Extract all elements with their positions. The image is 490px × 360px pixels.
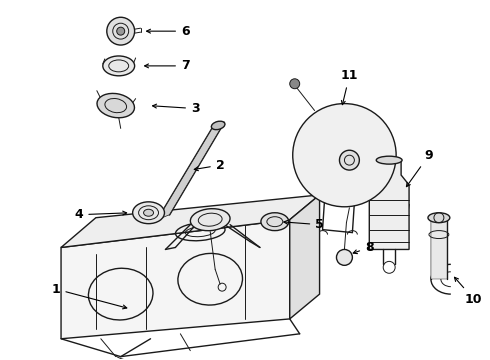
Ellipse shape [133, 202, 165, 224]
Text: 9: 9 [406, 149, 433, 186]
Circle shape [337, 249, 352, 265]
Text: 10: 10 [455, 277, 483, 306]
Polygon shape [431, 220, 447, 279]
Circle shape [293, 104, 396, 207]
Circle shape [290, 79, 300, 89]
Polygon shape [157, 122, 224, 220]
Ellipse shape [376, 156, 402, 164]
Text: 4: 4 [74, 208, 126, 221]
Ellipse shape [428, 213, 450, 223]
Ellipse shape [190, 209, 230, 231]
Text: 3: 3 [152, 102, 199, 115]
Ellipse shape [144, 209, 153, 216]
Text: 2: 2 [194, 159, 224, 172]
Text: 8: 8 [353, 241, 373, 254]
Text: 11: 11 [341, 69, 358, 105]
Ellipse shape [103, 56, 135, 76]
Text: 6: 6 [147, 24, 190, 38]
Polygon shape [369, 160, 409, 249]
Ellipse shape [261, 213, 289, 231]
Polygon shape [290, 195, 319, 319]
Text: 1: 1 [52, 283, 127, 309]
Circle shape [117, 27, 124, 35]
Text: 7: 7 [145, 59, 190, 72]
Text: 5: 5 [284, 218, 324, 231]
Polygon shape [61, 220, 290, 339]
Polygon shape [61, 195, 319, 247]
Ellipse shape [211, 121, 225, 130]
Circle shape [340, 150, 359, 170]
Ellipse shape [97, 93, 134, 118]
Circle shape [107, 17, 135, 45]
